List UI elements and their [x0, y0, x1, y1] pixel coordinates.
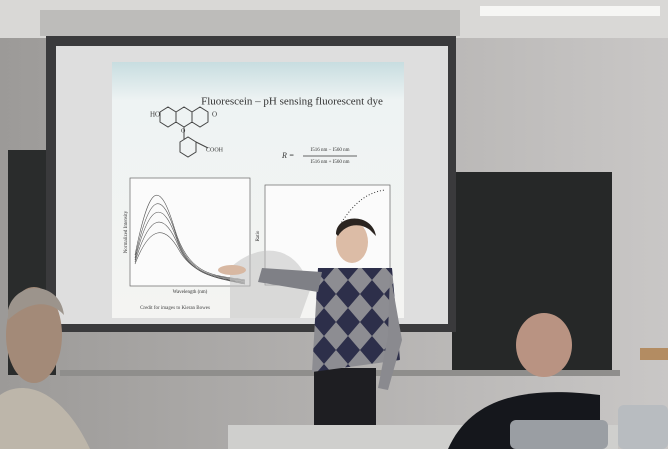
x-axis-label: Wavelength (nm) [173, 290, 208, 295]
screen-housing [40, 10, 460, 36]
ratio-curve [339, 189, 386, 226]
hair [336, 218, 376, 236]
shirt [0, 387, 90, 449]
trousers [314, 368, 376, 428]
formula-lhs: R = [281, 151, 294, 160]
structure-label: O [212, 111, 217, 119]
wall-fixture [640, 348, 668, 360]
head [516, 313, 572, 377]
arm [378, 272, 402, 390]
spectra-curves [134, 195, 246, 285]
presenter [218, 218, 402, 428]
ceiling-light [480, 6, 660, 16]
sweater [312, 268, 400, 372]
structure-label: HO [150, 111, 160, 119]
structure-label: COOH [206, 147, 224, 153]
head [6, 287, 62, 383]
structure-label: O [181, 128, 186, 134]
y-axis-label: Normalized Intensity [124, 210, 129, 253]
formula-denominator: I516 nm + I560 nm [311, 160, 350, 165]
hand [218, 265, 246, 275]
formula-numerator: I516 nm − I560 nm [311, 148, 350, 153]
molecule [159, 106, 209, 158]
presenter-shadow [230, 250, 310, 318]
chair [618, 405, 668, 449]
y-axis-label: Ratio [256, 230, 261, 241]
slide-title: Fluorescein – pH sensing fluorescent dye [201, 96, 383, 108]
credit: Credit for images to Kieran Bowes [140, 306, 210, 311]
audience-left [0, 287, 90, 449]
audience-right [448, 313, 668, 449]
head [336, 221, 368, 263]
chair [510, 420, 608, 449]
hair [8, 288, 64, 320]
arm [258, 268, 322, 292]
